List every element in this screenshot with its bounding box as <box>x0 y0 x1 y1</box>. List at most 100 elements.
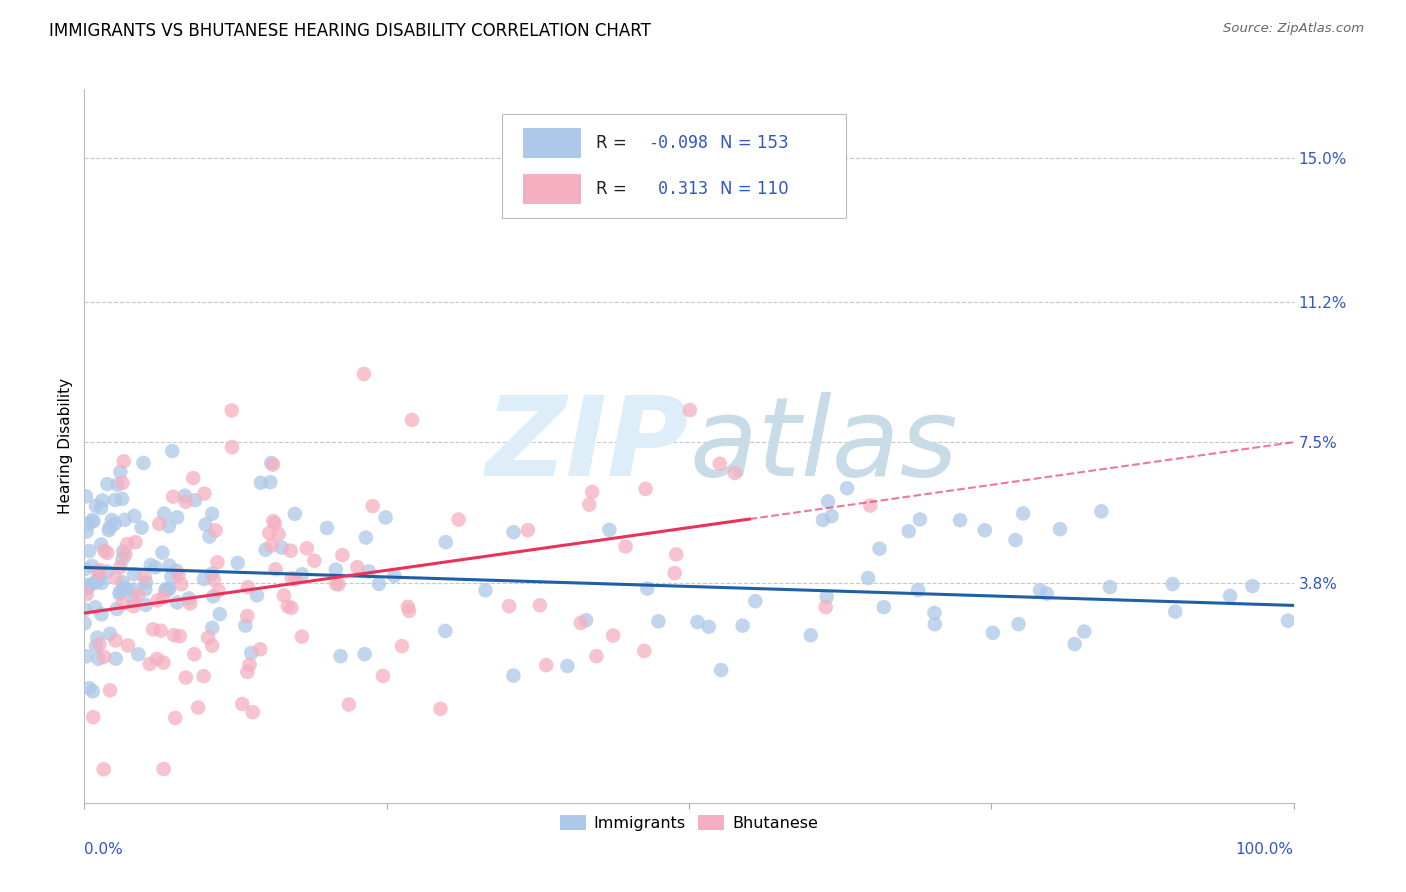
Point <box>89 563 111 577</box>
Point <box>1164 605 1187 619</box>
Point <box>371 669 394 683</box>
Point <box>602 628 624 642</box>
Point <box>73 616 96 631</box>
Point <box>908 512 931 526</box>
Point <box>280 600 302 615</box>
Point <box>368 577 391 591</box>
Point <box>236 665 259 679</box>
Point <box>153 507 176 521</box>
Point <box>636 582 658 596</box>
Point <box>598 523 620 537</box>
Point <box>135 598 157 612</box>
Point <box>391 639 413 653</box>
Point <box>814 600 837 615</box>
Point <box>304 554 326 568</box>
Point <box>122 582 145 597</box>
Point <box>162 490 184 504</box>
Point <box>280 543 302 558</box>
Point <box>181 471 204 485</box>
Point <box>581 485 603 500</box>
Point <box>357 565 380 579</box>
Point <box>869 541 891 556</box>
Point <box>148 516 170 531</box>
Point <box>110 584 132 599</box>
Point <box>90 607 112 622</box>
Point <box>634 482 657 496</box>
Point <box>647 615 669 629</box>
Point <box>87 566 110 580</box>
Point <box>973 523 995 537</box>
Point <box>134 582 156 597</box>
Point <box>114 513 136 527</box>
Point <box>104 571 127 585</box>
Point <box>924 617 946 632</box>
Point <box>270 541 292 555</box>
Point <box>187 700 209 714</box>
Point <box>744 594 766 608</box>
Point <box>207 555 229 569</box>
Point <box>193 669 215 683</box>
Point <box>633 644 655 658</box>
Point <box>873 600 896 615</box>
Point <box>202 573 225 587</box>
Point <box>146 593 169 607</box>
Point <box>447 512 470 526</box>
Point <box>122 567 145 582</box>
Point <box>112 581 135 595</box>
Point <box>233 618 256 632</box>
Point <box>84 639 107 653</box>
Point <box>155 583 177 598</box>
Point <box>337 698 360 712</box>
Point <box>815 590 838 604</box>
Point <box>202 590 225 604</box>
Point <box>96 477 118 491</box>
Point <box>686 615 709 629</box>
Point <box>254 542 277 557</box>
Point <box>73 602 96 616</box>
FancyBboxPatch shape <box>523 174 581 204</box>
Point <box>897 524 920 539</box>
Point <box>502 668 524 682</box>
Text: R =: R = <box>596 134 631 152</box>
Point <box>201 507 224 521</box>
Point <box>242 705 264 719</box>
Point <box>291 567 314 582</box>
Point <box>434 624 457 638</box>
Point <box>111 475 134 490</box>
Point <box>155 582 177 596</box>
Point <box>239 657 262 672</box>
Point <box>578 498 600 512</box>
Point <box>167 568 190 582</box>
Point <box>87 652 110 666</box>
Point <box>193 572 215 586</box>
Point <box>820 509 842 524</box>
Point <box>1007 617 1029 632</box>
Point <box>1004 533 1026 547</box>
Point <box>221 403 243 417</box>
Point <box>105 477 128 491</box>
Point <box>134 570 156 584</box>
Point <box>221 440 243 454</box>
Point <box>284 507 307 521</box>
Point <box>249 642 271 657</box>
Point <box>122 592 145 607</box>
Point <box>1073 624 1095 639</box>
Text: 0.313: 0.313 <box>648 180 707 198</box>
Point <box>149 624 172 638</box>
Point <box>86 631 108 645</box>
Point <box>77 578 100 592</box>
Point <box>132 456 155 470</box>
Point <box>173 489 195 503</box>
Point <box>108 560 131 574</box>
Point <box>1219 589 1241 603</box>
Point <box>89 572 111 586</box>
Legend: Immigrants, Bhutanese: Immigrants, Bhutanese <box>554 809 824 838</box>
Point <box>817 494 839 508</box>
Point <box>277 599 299 614</box>
Text: ZIP: ZIP <box>485 392 689 500</box>
Point <box>1090 504 1112 518</box>
Point <box>82 710 104 724</box>
Point <box>165 711 187 725</box>
Text: N = 153: N = 153 <box>720 134 789 152</box>
Point <box>157 582 180 596</box>
